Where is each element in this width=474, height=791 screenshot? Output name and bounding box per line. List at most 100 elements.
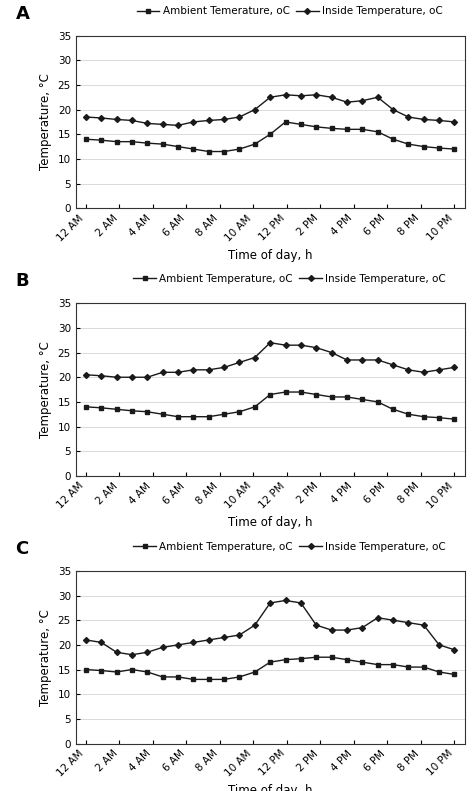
Inside Temperature, oC	[145, 373, 150, 382]
Ambient Temerature, oC	[313, 122, 319, 131]
Ambient Temerature, oC	[129, 137, 135, 146]
Inside Temperature, oC	[83, 635, 89, 645]
Inside Temperature, oC	[452, 117, 457, 127]
Inside Temperature, oC	[129, 373, 135, 382]
Line: Ambient Temperature, oC: Ambient Temperature, oC	[84, 655, 456, 682]
Inside Temperature, oC	[221, 633, 227, 642]
Inside Temperature, oC	[329, 93, 335, 102]
Inside Temperature, oC	[99, 371, 104, 380]
Inside Temperature, oC	[129, 650, 135, 660]
Ambient Temperature, oC	[160, 410, 165, 419]
Ambient Temperature, oC	[191, 675, 196, 684]
Ambient Temperature, oC	[406, 662, 411, 672]
Ambient Temperature, oC	[436, 668, 442, 677]
Inside Temperature, oC	[436, 365, 442, 375]
Ambient Temperature, oC	[421, 662, 427, 672]
Inside Temperature, oC	[283, 90, 288, 100]
X-axis label: Time of day, h: Time of day, h	[228, 517, 312, 529]
Inside Temperature, oC	[221, 115, 227, 124]
Ambient Temperature, oC	[344, 655, 350, 664]
Line: Inside Temperature, oC: Inside Temperature, oC	[84, 598, 456, 657]
Inside Temperature, oC	[375, 355, 381, 365]
Ambient Temperature, oC	[252, 402, 258, 411]
Ambient Temerature, oC	[436, 143, 442, 153]
Inside Temperature, oC	[344, 97, 350, 107]
Inside Temperature, oC	[298, 91, 304, 100]
Ambient Temperature, oC	[283, 655, 288, 664]
Ambient Temperature, oC	[298, 654, 304, 664]
Inside Temperature, oC	[406, 365, 411, 375]
Inside Temperature, oC	[359, 355, 365, 365]
X-axis label: Time of day, h: Time of day, h	[228, 784, 312, 791]
Ambient Temperature, oC	[237, 672, 242, 682]
Inside Temperature, oC	[390, 105, 396, 115]
Inside Temperature, oC	[83, 112, 89, 122]
Ambient Temerature, oC	[390, 134, 396, 144]
Inside Temperature, oC	[313, 343, 319, 352]
Ambient Temperature, oC	[129, 664, 135, 674]
Ambient Temperature, oC	[436, 413, 442, 422]
Inside Temperature, oC	[283, 596, 288, 605]
Ambient Temperature, oC	[206, 675, 211, 684]
Ambient Temperature, oC	[129, 406, 135, 415]
Text: A: A	[16, 5, 29, 22]
Ambient Temperature, oC	[359, 657, 365, 667]
Inside Temperature, oC	[421, 620, 427, 630]
Line: Inside Temperature, oC: Inside Temperature, oC	[84, 93, 456, 127]
Inside Temperature, oC	[329, 626, 335, 635]
Y-axis label: Temperature, °C: Temperature, °C	[39, 74, 52, 170]
Legend: Ambient Temperature, oC, Inside Temperature, oC: Ambient Temperature, oC, Inside Temperat…	[133, 542, 446, 551]
Ambient Temperature, oC	[160, 672, 165, 682]
Ambient Temerature, oC	[406, 139, 411, 149]
Ambient Temerature, oC	[452, 144, 457, 153]
Ambient Temperature, oC	[329, 653, 335, 662]
Inside Temperature, oC	[206, 115, 211, 125]
Ambient Temperature, oC	[114, 404, 119, 414]
Y-axis label: Temperature, °C: Temperature, °C	[39, 609, 52, 706]
Inside Temperature, oC	[175, 640, 181, 649]
Inside Temperature, oC	[114, 115, 119, 124]
Ambient Temerature, oC	[206, 147, 211, 157]
Inside Temperature, oC	[83, 370, 89, 380]
Inside Temperature, oC	[99, 113, 104, 123]
Ambient Temerature, oC	[175, 142, 181, 151]
Inside Temperature, oC	[406, 618, 411, 627]
Inside Temperature, oC	[375, 93, 381, 102]
Inside Temperature, oC	[436, 115, 442, 125]
Inside Temperature, oC	[313, 620, 319, 630]
Ambient Temperature, oC	[99, 666, 104, 676]
Inside Temperature, oC	[237, 112, 242, 122]
Inside Temperature, oC	[191, 117, 196, 127]
Inside Temperature, oC	[114, 648, 119, 657]
Ambient Temperature, oC	[83, 402, 89, 411]
Ambient Temerature, oC	[237, 144, 242, 153]
Y-axis label: Temperature, °C: Temperature, °C	[39, 341, 52, 438]
Inside Temperature, oC	[191, 365, 196, 375]
Inside Temperature, oC	[191, 638, 196, 647]
Inside Temperature, oC	[206, 635, 211, 645]
Inside Temperature, oC	[313, 90, 319, 100]
Inside Temperature, oC	[160, 368, 165, 377]
Text: C: C	[16, 539, 29, 558]
Line: Ambient Temerature, oC: Ambient Temerature, oC	[84, 120, 456, 153]
Legend: Ambient Temperature, oC, Inside Temperature, oC: Ambient Temperature, oC, Inside Temperat…	[133, 274, 446, 284]
Ambient Temperature, oC	[452, 414, 457, 424]
Inside Temperature, oC	[252, 620, 258, 630]
Ambient Temperature, oC	[267, 390, 273, 399]
Inside Temperature, oC	[160, 642, 165, 652]
Inside Temperature, oC	[344, 626, 350, 635]
Inside Temperature, oC	[267, 338, 273, 347]
Ambient Temperature, oC	[221, 410, 227, 419]
X-axis label: Time of day, h: Time of day, h	[228, 248, 312, 262]
Ambient Temerature, oC	[329, 123, 335, 133]
Ambient Temperature, oC	[237, 407, 242, 417]
Inside Temperature, oC	[421, 115, 427, 124]
Inside Temperature, oC	[344, 355, 350, 365]
Ambient Temperature, oC	[191, 412, 196, 422]
Ambient Temperature, oC	[421, 412, 427, 422]
Ambient Temperature, oC	[375, 660, 381, 669]
Text: B: B	[16, 272, 29, 290]
Ambient Temperature, oC	[221, 675, 227, 684]
Inside Temperature, oC	[252, 105, 258, 115]
Ambient Temperature, oC	[252, 668, 258, 677]
